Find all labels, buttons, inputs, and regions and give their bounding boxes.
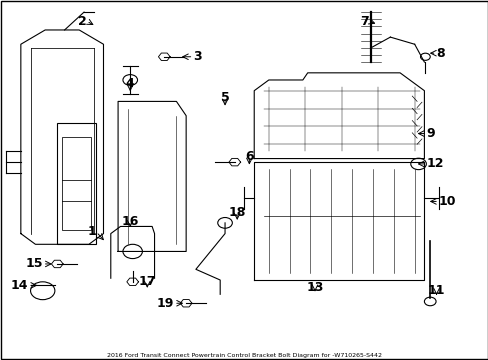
Text: 17: 17 bbox=[138, 275, 156, 288]
Text: 5: 5 bbox=[220, 91, 229, 104]
Text: 19: 19 bbox=[156, 297, 174, 310]
Text: 16: 16 bbox=[122, 215, 139, 228]
Text: 13: 13 bbox=[305, 281, 323, 294]
Text: 15: 15 bbox=[25, 257, 42, 270]
Text: 9: 9 bbox=[426, 127, 435, 140]
Text: 14: 14 bbox=[11, 279, 28, 292]
Text: 8: 8 bbox=[436, 47, 444, 60]
Text: 2016 Ford Transit Connect Powertrain Control Bracket Bolt Diagram for -W710265-S: 2016 Ford Transit Connect Powertrain Con… bbox=[107, 353, 381, 358]
Text: 4: 4 bbox=[125, 77, 134, 90]
Text: 2: 2 bbox=[78, 14, 86, 27]
Text: 1: 1 bbox=[87, 225, 96, 238]
Text: 12: 12 bbox=[426, 157, 444, 170]
Text: 3: 3 bbox=[193, 50, 202, 63]
Text: 6: 6 bbox=[244, 150, 253, 163]
Text: 10: 10 bbox=[438, 195, 456, 208]
Text: 7: 7 bbox=[359, 14, 368, 27]
Text: 11: 11 bbox=[427, 284, 445, 297]
Text: 18: 18 bbox=[228, 206, 245, 219]
